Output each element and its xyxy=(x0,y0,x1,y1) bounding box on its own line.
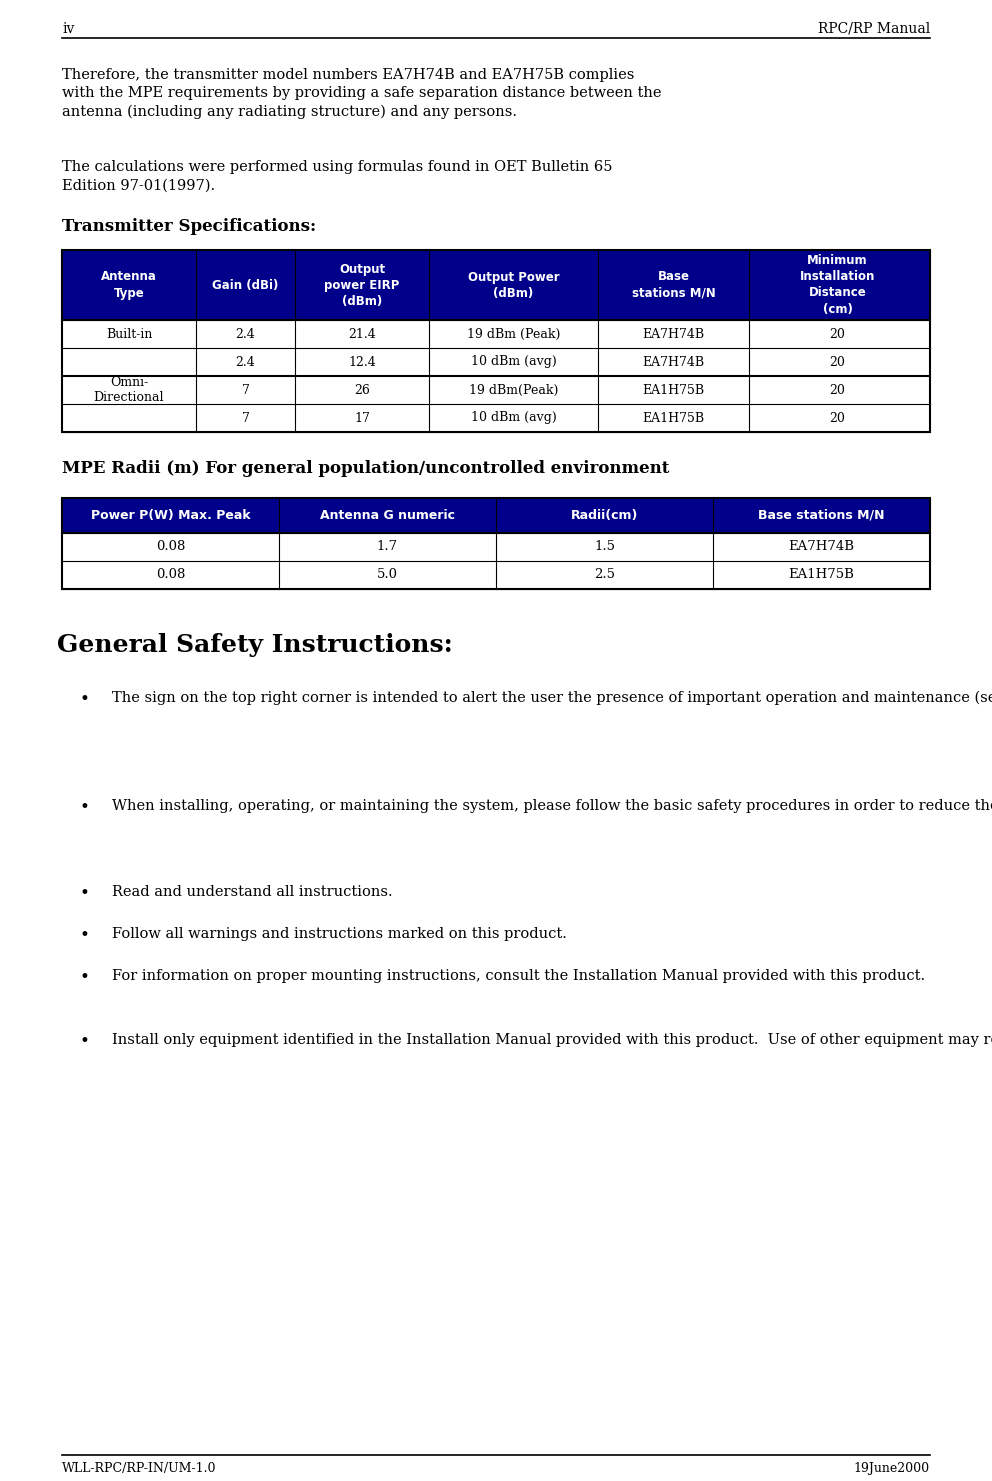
Text: 0.08: 0.08 xyxy=(156,541,186,554)
Text: Base
stations M/N: Base stations M/N xyxy=(632,271,715,299)
Text: Output Power
(dBm): Output Power (dBm) xyxy=(467,271,559,299)
Text: 21.4: 21.4 xyxy=(348,327,376,341)
Bar xyxy=(62,320,930,348)
Text: 2.4: 2.4 xyxy=(236,355,255,369)
Text: For information on proper mounting instructions, consult the Installation Manual: For information on proper mounting instr… xyxy=(112,970,926,983)
Text: Transmitter Specifications:: Transmitter Specifications: xyxy=(62,218,316,235)
Text: WLL-RPC/RP-IN/UM-1.0: WLL-RPC/RP-IN/UM-1.0 xyxy=(62,1462,216,1475)
Text: EA7H74B: EA7H74B xyxy=(643,327,704,341)
Text: 20: 20 xyxy=(829,355,845,369)
Text: 19June2000: 19June2000 xyxy=(854,1462,930,1475)
Text: •: • xyxy=(79,970,89,986)
Text: 2.5: 2.5 xyxy=(594,569,615,582)
Text: Read and understand all instructions.: Read and understand all instructions. xyxy=(112,886,393,899)
Text: EA1H75B: EA1H75B xyxy=(789,569,854,582)
Text: Built-in: Built-in xyxy=(106,327,152,341)
Text: 2.4: 2.4 xyxy=(236,327,255,341)
Bar xyxy=(62,320,930,432)
Text: EA1H75B: EA1H75B xyxy=(643,412,704,425)
Bar xyxy=(62,533,930,589)
Text: 20: 20 xyxy=(829,412,845,425)
Text: Base stations M/N: Base stations M/N xyxy=(758,509,885,521)
Bar xyxy=(62,376,930,404)
Text: •: • xyxy=(79,692,89,708)
Bar xyxy=(62,561,930,589)
Text: EA7H74B: EA7H74B xyxy=(789,541,854,554)
Text: MPE Radii (m) For general population/uncontrolled environment: MPE Radii (m) For general population/unc… xyxy=(62,461,670,477)
Bar xyxy=(62,533,930,561)
Text: 10 dBm (avg): 10 dBm (avg) xyxy=(470,412,557,425)
Text: 7: 7 xyxy=(242,412,249,425)
Text: The calculations were performed using formulas found in OET Bulletin 65
Edition : The calculations were performed using fo… xyxy=(62,160,612,193)
Bar xyxy=(62,498,930,533)
Text: Output
power EIRP
(dBm): Output power EIRP (dBm) xyxy=(324,262,400,308)
Text: •: • xyxy=(79,1034,89,1050)
Text: •: • xyxy=(79,927,89,945)
Text: 20: 20 xyxy=(829,384,845,397)
Text: 12.4: 12.4 xyxy=(348,355,376,369)
Text: General Safety Instructions:: General Safety Instructions: xyxy=(57,632,452,658)
Text: RPC/RP Manual: RPC/RP Manual xyxy=(817,22,930,36)
Text: iv: iv xyxy=(62,22,74,36)
Text: EA7H74B: EA7H74B xyxy=(643,355,704,369)
Text: EA1H75B: EA1H75B xyxy=(643,384,704,397)
Text: 26: 26 xyxy=(354,384,370,397)
Text: Gain (dBi): Gain (dBi) xyxy=(212,278,279,292)
Text: Therefore, the transmitter model numbers EA7H74B and EA7H75B complies
with the M: Therefore, the transmitter model numbers… xyxy=(62,68,662,120)
Text: •: • xyxy=(79,886,89,902)
Text: Antenna G numeric: Antenna G numeric xyxy=(320,509,455,521)
Bar xyxy=(62,250,930,320)
Text: Radii(cm): Radii(cm) xyxy=(570,509,638,521)
Text: 1.7: 1.7 xyxy=(377,541,398,554)
Text: Omni-
Directional: Omni- Directional xyxy=(94,376,165,404)
Text: 0.08: 0.08 xyxy=(156,569,186,582)
Text: 1.5: 1.5 xyxy=(594,541,615,554)
Bar xyxy=(62,250,930,320)
Text: 19 dBm(Peak): 19 dBm(Peak) xyxy=(469,384,558,397)
Bar xyxy=(62,498,930,533)
Text: 17: 17 xyxy=(354,412,370,425)
Text: 5.0: 5.0 xyxy=(377,569,398,582)
Bar xyxy=(62,348,930,376)
Text: 10 dBm (avg): 10 dBm (avg) xyxy=(470,355,557,369)
Text: 19 dBm (Peak): 19 dBm (Peak) xyxy=(467,327,560,341)
Text: When installing, operating, or maintaining the system, please follow the basic s: When installing, operating, or maintaini… xyxy=(112,800,992,813)
Text: Antenna
Type: Antenna Type xyxy=(101,271,157,299)
Text: Minimum
Installation
Distance
(cm): Minimum Installation Distance (cm) xyxy=(800,255,875,315)
Text: The sign on the top right corner is intended to alert the user the presence of i: The sign on the top right corner is inte… xyxy=(112,692,992,705)
Text: Follow all warnings and instructions marked on this product.: Follow all warnings and instructions mar… xyxy=(112,927,566,942)
Text: Power P(W) Max. Peak: Power P(W) Max. Peak xyxy=(90,509,250,521)
Text: Install only equipment identified in the Installation Manual provided with this : Install only equipment identified in the… xyxy=(112,1034,992,1047)
Text: 20: 20 xyxy=(829,327,845,341)
Text: 7: 7 xyxy=(242,384,249,397)
Text: •: • xyxy=(79,800,89,816)
Bar xyxy=(62,404,930,432)
